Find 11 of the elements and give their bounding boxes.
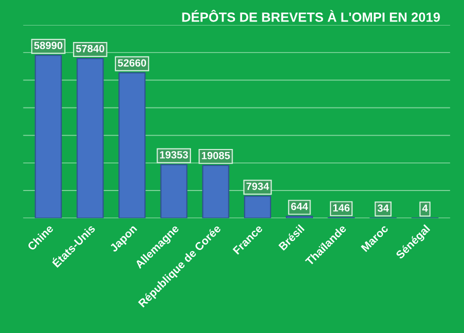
data-label: 7934 xyxy=(246,182,270,190)
data-label: 19085 xyxy=(202,152,230,160)
data-label: 146 xyxy=(333,204,350,212)
data-label: 644 xyxy=(291,202,308,210)
chart-title: DÉPÔTS DE BREVETS À L'OMPI EN 2019 xyxy=(182,10,440,22)
data-label: 52660 xyxy=(118,59,146,67)
data-label: 58990 xyxy=(34,42,62,50)
data-label: 34 xyxy=(378,204,389,212)
data-label: 4 xyxy=(422,204,428,212)
data-label: 19353 xyxy=(160,151,188,159)
data-label: 57840 xyxy=(76,44,104,52)
